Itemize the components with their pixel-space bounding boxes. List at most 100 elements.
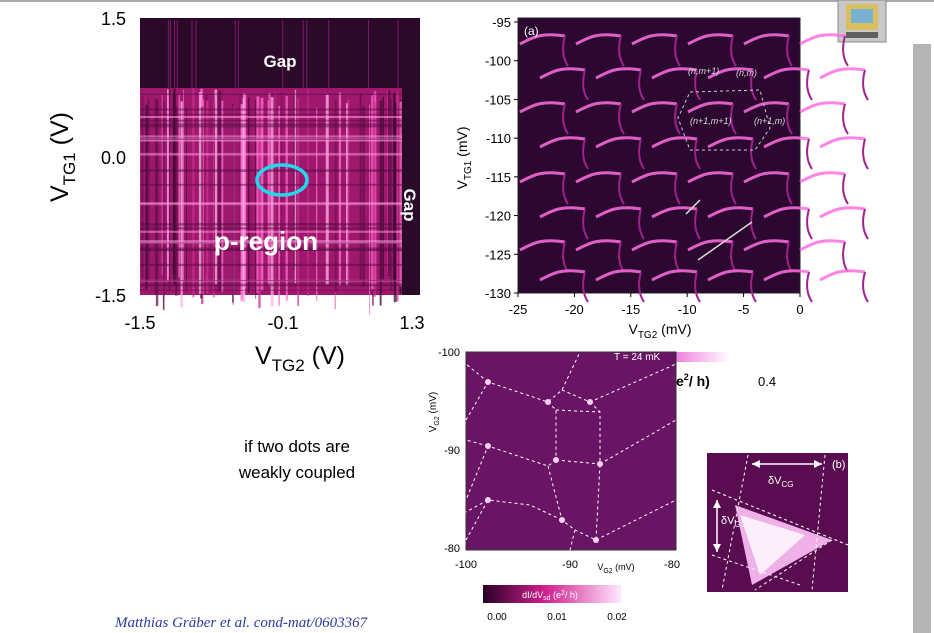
heat-stripe: [221, 100, 224, 292]
heat-stripe: [325, 94, 329, 285]
tick-label: -100: [438, 347, 460, 359]
panel-tag: (b): [832, 459, 845, 471]
trace: [519, 33, 566, 46]
annotation: p-region: [214, 226, 318, 256]
trace: [519, 101, 566, 114]
trace: [763, 136, 810, 149]
trace: [575, 171, 622, 184]
top-rule: [0, 0, 934, 2]
trace: [582, 208, 589, 240]
heat-band: [140, 183, 402, 186]
heat-stripe: [274, 91, 276, 292]
trace: [743, 101, 790, 114]
tick-label: 1.5: [101, 9, 126, 29]
note: weakly coupled: [238, 463, 355, 482]
trace: [595, 136, 642, 149]
trace: [750, 69, 757, 101]
tick-label: -90: [444, 445, 460, 457]
heat-band: [140, 115, 402, 118]
trace: [707, 206, 754, 219]
heat-stripe: [183, 89, 184, 282]
axis-label: VTG1 (V): [46, 112, 79, 202]
trace: [618, 173, 625, 205]
heat-band: [140, 93, 402, 95]
trace: [707, 136, 754, 149]
trace: [694, 271, 701, 303]
trace: [862, 208, 869, 240]
tick-label: -1.5: [95, 286, 126, 306]
trace: [638, 138, 645, 170]
colorbar-label: dI/dVsd (e2/ h): [522, 590, 578, 602]
heat-band: [140, 135, 402, 138]
trace: [631, 101, 678, 114]
tick-label: -100: [455, 559, 477, 571]
trace: [595, 269, 642, 282]
heat-stripe: [390, 97, 392, 292]
left-heatmap: [140, 18, 420, 315]
trace: [595, 206, 642, 219]
trace: [842, 35, 849, 67]
note: if two dots are: [244, 437, 350, 456]
temperature-label: T = 24 mK: [614, 352, 661, 363]
axis-label: VTG2 (mV): [628, 321, 691, 341]
heat-band: [140, 169, 402, 172]
trace: [743, 33, 790, 46]
axis-label: VTG1 (mV): [454, 126, 474, 189]
trace: [631, 239, 678, 252]
trace: [743, 171, 790, 184]
heat-stripe: [214, 102, 215, 293]
heat-stripe: [186, 107, 187, 292]
heat-band: [140, 139, 402, 142]
heat-stripe: [387, 89, 391, 277]
heat-band: [140, 125, 402, 128]
heat-stripe: [255, 99, 257, 299]
trace: [687, 239, 734, 252]
heat-stripe: [338, 92, 342, 286]
heat-stripe: [270, 97, 274, 307]
trace: [575, 101, 622, 114]
heat-stripe: [285, 95, 286, 282]
trace: [763, 269, 810, 282]
heat-stripe: [382, 96, 384, 280]
trace: [862, 69, 869, 101]
heat-stripe: [347, 99, 350, 284]
tick-label: 0: [796, 302, 803, 317]
heat-band: [140, 283, 402, 287]
heat-stripe: [178, 94, 180, 278]
state-label: (n,m+1): [688, 66, 719, 76]
colorbar-fragment: [676, 352, 730, 362]
trace: [819, 269, 866, 282]
tick-label: -25: [509, 302, 528, 317]
trace: [750, 138, 757, 170]
trace: [786, 103, 793, 135]
heat-band: [140, 279, 402, 282]
annotation: δVG1: [721, 515, 746, 529]
heat-band: [140, 223, 402, 226]
heat-stripe: [198, 92, 202, 294]
axis-label: VTG2 (V): [255, 342, 345, 375]
annotation: Gap: [400, 188, 419, 221]
tick-label: -105: [485, 92, 511, 107]
heat-stripe: [175, 107, 178, 296]
trace: [750, 208, 757, 240]
heat-stripe: [173, 88, 176, 285]
trace: [562, 35, 569, 67]
trace: [562, 173, 569, 205]
trace: [575, 239, 622, 252]
heat-stripe: [243, 94, 247, 288]
heat-stripe: [239, 92, 241, 273]
state-label: (n+1,m): [754, 116, 785, 126]
heat-stripe: [205, 100, 209, 294]
trace: [687, 101, 734, 114]
trace: [763, 67, 810, 80]
heat-band: [140, 108, 402, 111]
heat-stripe: [163, 101, 165, 311]
trace: [806, 138, 813, 170]
trace: [862, 271, 869, 303]
heat-band: [140, 123, 402, 126]
trace: [806, 271, 813, 303]
heat-stripe: [168, 88, 171, 291]
heat-stripe: [141, 96, 144, 280]
heat-band: [140, 263, 402, 267]
